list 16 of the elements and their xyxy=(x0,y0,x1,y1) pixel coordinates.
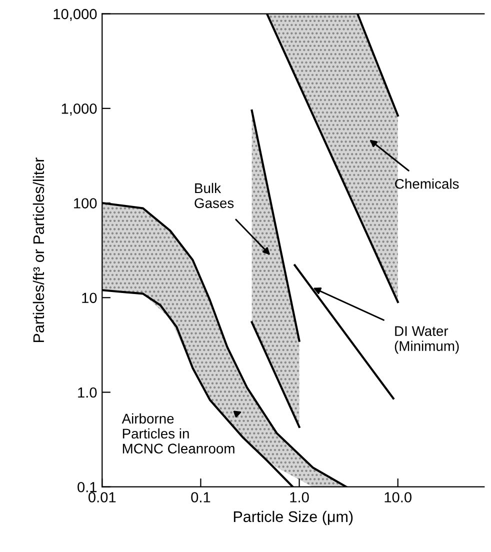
y-tick-label: 0.1 xyxy=(78,482,97,492)
annotation: DI Water (Minimum) xyxy=(394,326,459,354)
x-tick-label: 0.01 xyxy=(88,492,116,502)
y-tick-label: 1,000 xyxy=(62,104,97,116)
y-tick-label: 100 xyxy=(74,198,97,208)
y-tick-label: 10,000 xyxy=(54,8,97,21)
y-tick-label: 1.0 xyxy=(78,387,97,398)
annotation: Chemicals xyxy=(395,178,459,189)
x-tick-label: 10.0 xyxy=(384,492,412,502)
x-tick-label: 0.1 xyxy=(191,492,210,502)
annotation: Airborne Particles in MCNC Cleanroom xyxy=(122,413,234,454)
x-tick-label: 1.0 xyxy=(290,492,309,502)
x-axis-title: Particle Size (μm) xyxy=(234,510,353,526)
y-tick-label: 10 xyxy=(82,292,97,304)
y-axis-title: Particles/ft³ or Particles/liter xyxy=(32,158,44,342)
annotation: Bulk Gases xyxy=(194,182,234,208)
